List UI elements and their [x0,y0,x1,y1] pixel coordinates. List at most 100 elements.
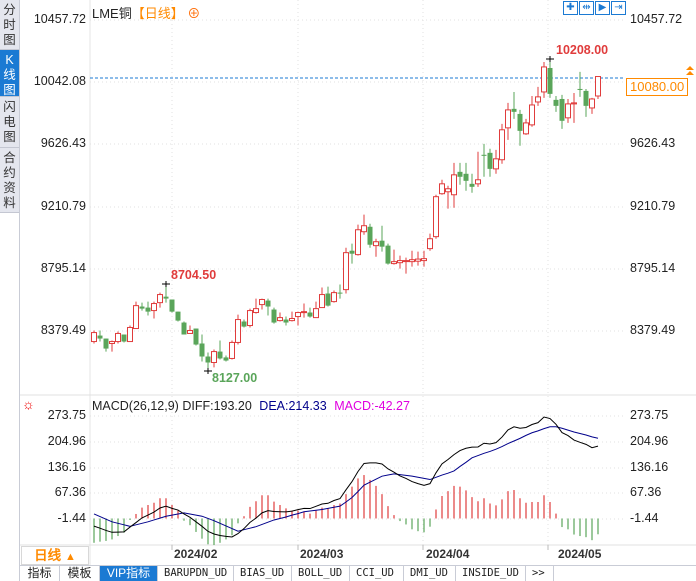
candle-body [175,311,181,321]
macd-value: MACD:-42.27 [334,399,410,413]
tab-kline-chart[interactable]: K线图 [0,50,19,97]
candle-body [103,338,109,349]
candle-body [361,225,367,233]
tab-templates[interactable]: 模板 [60,566,100,581]
macd-tick-right: 67.36 [630,485,662,499]
macd-tick-left: 136.16 [47,460,86,474]
last-price-arrow-icon [686,66,694,75]
sun-settings-icon[interactable]: ☼ [22,396,35,412]
tab-bias[interactable]: BIAS_UD [234,566,292,581]
low-price-label: 8127.00 [212,371,258,385]
date-label: 2024/03 [300,547,344,561]
tab-inside[interactable]: INSIDE_UD [456,566,526,581]
price-tick-right: 10457.72 [630,12,683,26]
date-label: 2024/04 [426,547,470,561]
candle-body [169,299,175,312]
candle-body [499,129,505,161]
candle-body [433,196,439,238]
candle-body [451,174,457,196]
candle-body [325,293,331,306]
chart-title: LME铜【日线】 ⊕ [92,3,200,22]
macd-tick-left: 204.96 [47,434,86,448]
candle-body [493,158,499,170]
candle-body [397,260,403,264]
macd-tick-right: 273.75 [630,408,669,422]
candle-body [463,173,469,181]
candle-body [265,300,271,307]
date-ticks [171,545,549,550]
price-tick-right: 9210.79 [630,199,676,213]
candle-body [289,318,295,322]
symbol-name: LME铜 [92,6,132,21]
mid-high-marker [162,281,170,287]
candle-body [391,261,397,265]
tab-indicators[interactable]: 指标 [20,566,60,581]
candle-body [205,356,211,363]
candle-body [409,259,415,263]
scroll-right-icon[interactable]: ⇥ [611,1,626,15]
candle-body [385,245,391,264]
candle-body [553,99,559,106]
tab-contract-info[interactable]: 合约资料 [0,148,19,213]
period-selector[interactable]: 日线 ▲ [21,546,89,565]
candle-body [571,102,577,105]
date-label: 2024/05 [558,547,602,561]
candle-body [241,321,247,327]
candle-body [91,332,97,343]
candle-body [421,258,427,262]
candle-body [589,98,595,109]
tab-barupdn[interactable]: BARUPDN_UD [158,566,234,581]
indicator-tabs: 指标 模板 VIP指标 BARUPDN_UD BIAS_UD BOLL_UD C… [20,565,696,581]
candle-body [247,310,253,327]
candle-body [565,103,571,119]
candle-body [319,294,325,309]
tab-label: 合约资料 [3,151,16,210]
candle-body [523,122,529,135]
candle-body [235,319,241,343]
diff-value: DIFF:193.20 [182,399,252,413]
candle-body [193,328,199,345]
candle-body [415,258,421,262]
macd-tick-left: 273.75 [47,408,86,422]
tab-dmi[interactable]: DMI_UD [404,566,456,581]
candle-body [295,312,301,318]
candle-body [505,109,511,129]
date-label: 2024/02 [174,547,218,561]
candle-body [529,104,535,126]
price-tick-left: 9210.79 [40,199,86,213]
candle-body [511,108,517,112]
candle-body [115,332,121,343]
crosshair-icon[interactable]: ✚ [563,1,578,15]
tab-boll[interactable]: BOLL_UD [292,566,350,581]
candle-body [541,66,547,93]
high-marker [546,56,554,62]
tab-vip-indicators[interactable]: VIP指标 [100,566,158,581]
candle-body [517,113,523,131]
candle-body [331,292,337,303]
macd-header: MACD(26,12,9) DIFF:193.20 DEA:214.33 MAC… [92,399,410,413]
price-tick-left: 8795.14 [40,261,86,275]
play-step-icon[interactable]: ▶ [595,1,610,15]
mid-high-price-label: 8704.50 [171,268,217,282]
candle-body [547,67,553,94]
zoom-range-icon[interactable]: ⇹ [579,1,594,15]
candle-body [127,326,133,343]
candle-body [139,306,145,309]
tab-time-chart[interactable]: 分时图 [0,0,19,50]
candle-body [469,183,475,187]
more-tabs-button[interactable]: >> [526,566,554,581]
macd-tick-right: 136.16 [630,460,669,474]
tab-flash-chart[interactable]: 闪电图 [0,97,19,148]
candle-body [403,260,409,263]
circle-plus-icon[interactable]: ⊕ [187,6,201,21]
candle-body [145,307,151,312]
tab-cci[interactable]: CCI_UD [350,566,404,581]
price-tick-left: 9626.43 [40,136,86,150]
candle-body [223,357,229,361]
price-tick-right: 9626.43 [630,136,676,150]
candle-body [439,183,445,195]
dea-value: DEA:214.33 [259,399,327,413]
candle-body [157,294,163,304]
dea-line [93,426,599,532]
